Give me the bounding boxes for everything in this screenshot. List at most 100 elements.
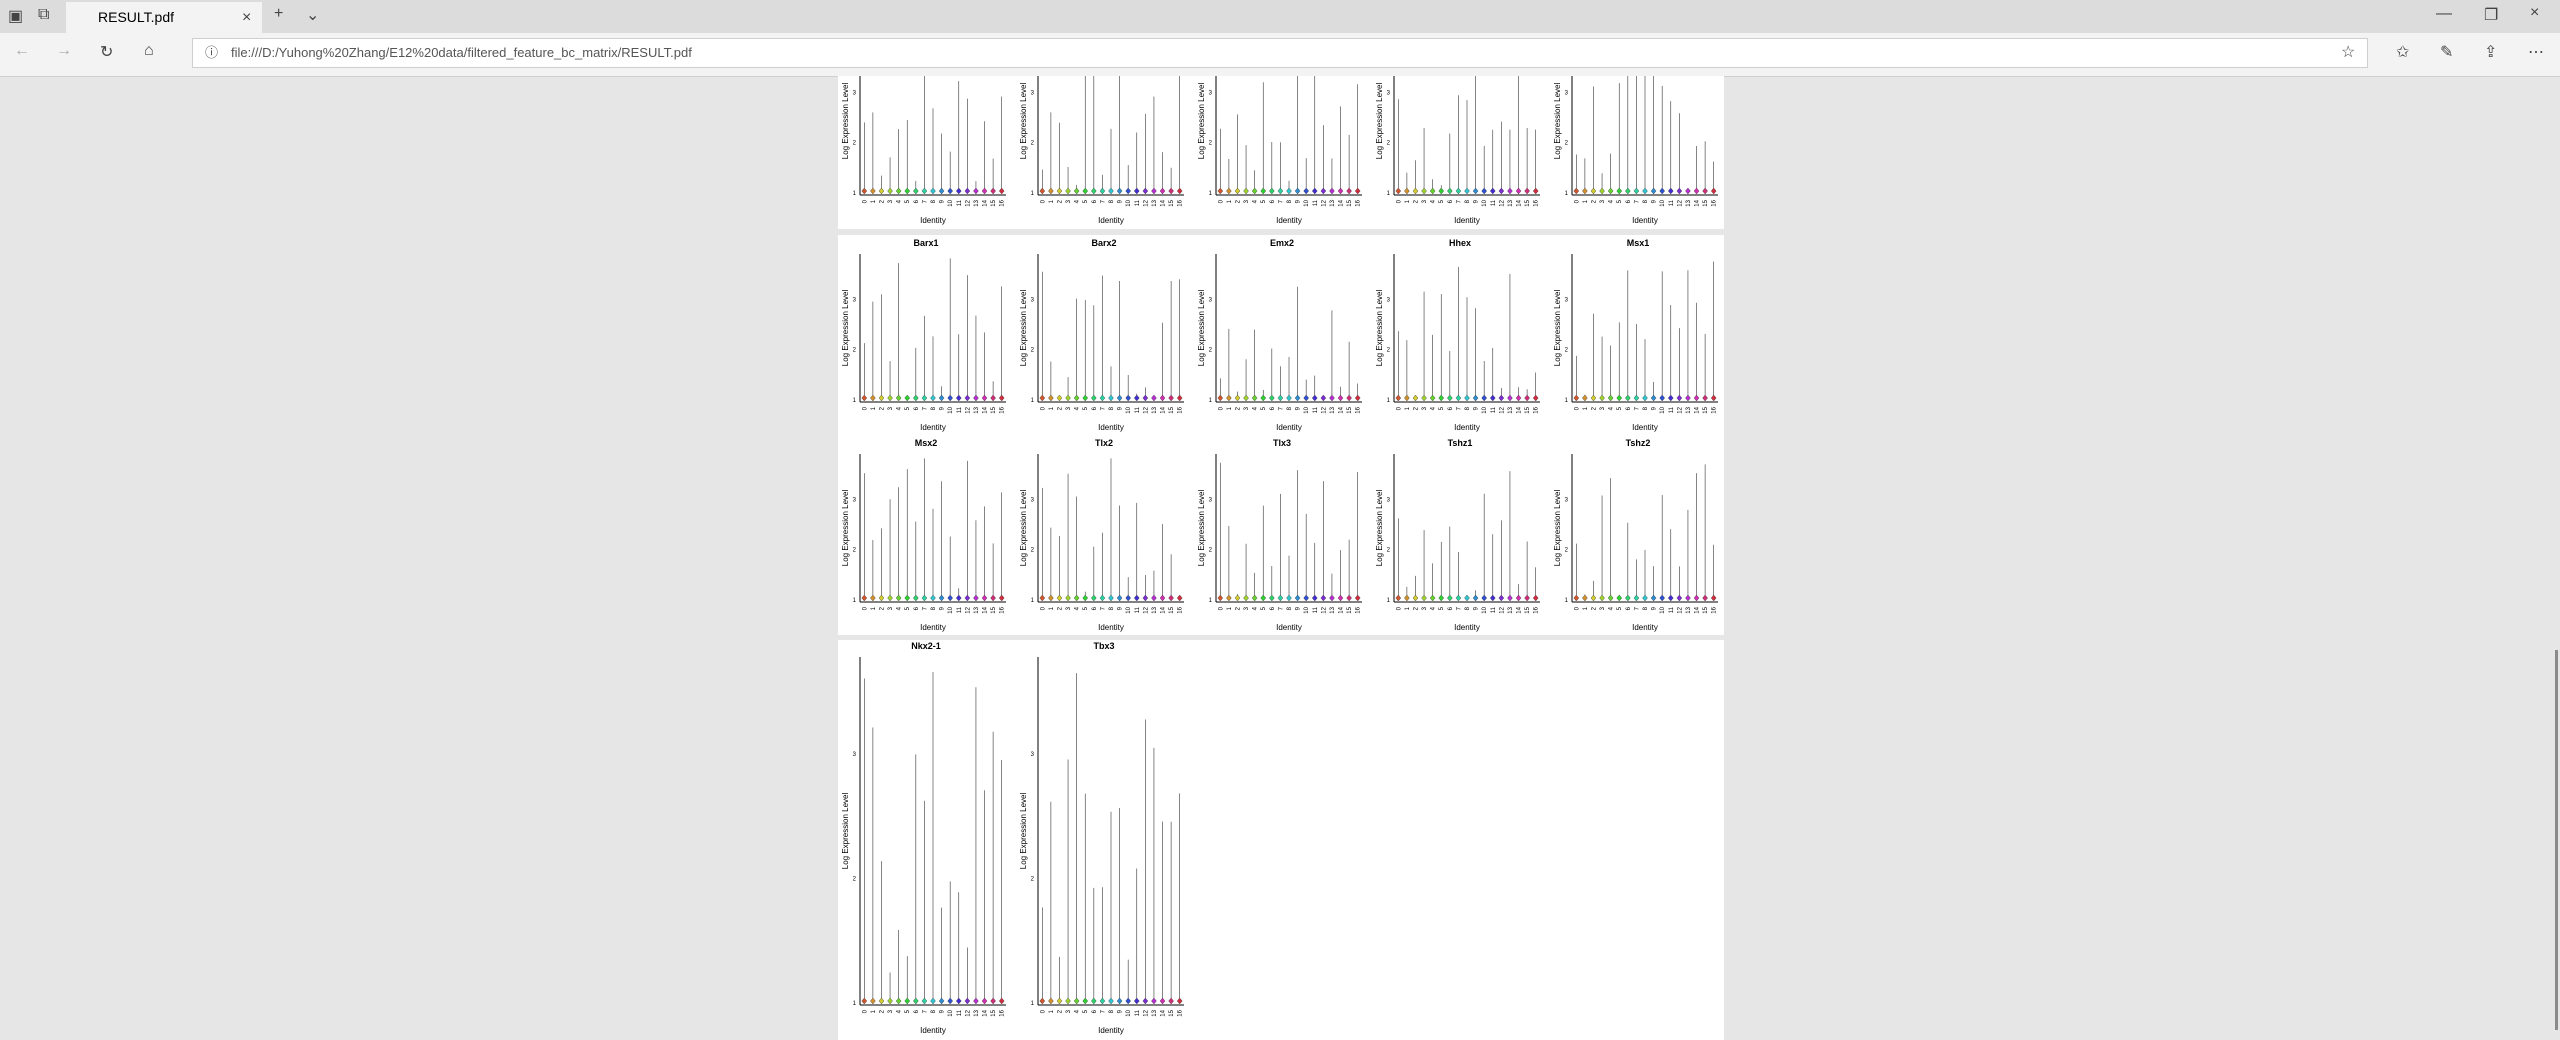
violin-base (861, 187, 868, 195)
x-tick-label: 7 (922, 199, 928, 203)
favorites[interactable]: ✩ (2396, 44, 2410, 61)
x-axis-label: Identity (1276, 423, 1302, 432)
y-tick-label: 1 (1565, 191, 1569, 197)
violin-base (913, 394, 919, 402)
x-tick-label: 3 (1066, 199, 1072, 203)
x-tick-label: 11 (957, 1009, 963, 1016)
new-tab[interactable]: + (274, 5, 284, 22)
notes[interactable]: ✎ (2440, 44, 2454, 61)
refresh[interactable]: ↻ (100, 44, 114, 61)
violin-base (921, 997, 928, 1005)
y-tick-label: 1 (1565, 398, 1569, 404)
x-tick-label: 4 (1253, 199, 1259, 203)
x-tick-label: 16 (1712, 606, 1718, 613)
x-tick-label: 3 (1244, 406, 1250, 410)
violin-base (1607, 187, 1614, 195)
restore[interactable]: ❐ (2484, 7, 2499, 24)
x-tick-label: 14 (983, 1009, 989, 1016)
scrollbar[interactable] (2555, 650, 2558, 1030)
x-tick-label: 0 (1574, 406, 1580, 410)
violin-base (1650, 594, 1657, 602)
violin-base (1260, 187, 1267, 195)
violin-base (1269, 394, 1275, 402)
y-tick-label: 1 (853, 398, 857, 404)
favorite[interactable]: ☆ (2341, 44, 2356, 61)
x-tick-label: 10 (1660, 199, 1666, 206)
tab[interactable]: RESULT.pdf × (66, 2, 262, 33)
x-tick-label: 14 (1695, 606, 1701, 613)
violin-base (1099, 997, 1106, 1005)
violin-base (1065, 594, 1071, 602)
panel-title: Tshz1 (1448, 438, 1473, 448)
violin-base (1702, 187, 1708, 195)
violin-base (1091, 394, 1097, 402)
violin-base (1447, 187, 1453, 195)
violin-base (1091, 187, 1097, 195)
violin-base (1667, 594, 1674, 602)
x-tick-label: 15 (1169, 199, 1175, 206)
x-tick-label: 7 (1100, 1009, 1106, 1013)
x-tick-label: 2 (1591, 606, 1597, 610)
close-tab[interactable]: × (242, 9, 252, 26)
minimize[interactable]: — (2436, 5, 2452, 22)
x-tick-label: 5 (1261, 406, 1267, 410)
violin-base (1073, 187, 1080, 195)
violin-base (1616, 594, 1623, 602)
back[interactable]: ← (14, 42, 30, 59)
pdf-page (838, 76, 1724, 229)
x-tick-label: 9 (1474, 606, 1480, 610)
x-tick-label: 6 (1092, 606, 1098, 610)
y-axis-label: Log Expression Level (1375, 290, 1384, 367)
violin-base (964, 394, 971, 402)
x-tick-label: 4 (1431, 199, 1437, 203)
x-tick-label: 10 (1304, 606, 1310, 613)
tab-preview[interactable]: ⧉ (38, 6, 50, 23)
tab-list[interactable]: ⌄ (306, 7, 320, 24)
violin-base (1412, 594, 1419, 602)
x-tick-label: 0 (1396, 606, 1402, 610)
x-tick-label: 9 (1652, 606, 1658, 610)
x-tick-label: 7 (1634, 199, 1640, 203)
violin-base (1429, 594, 1436, 602)
x-tick-label: 14 (1339, 199, 1345, 206)
violin-base (1176, 394, 1183, 402)
violin-base (1337, 187, 1344, 195)
x-tick-label: 15 (1347, 199, 1353, 206)
x-axis-label: Identity (1454, 216, 1480, 225)
violin-base (938, 594, 945, 602)
violin-base (1447, 594, 1453, 602)
x-tick-label: 6 (1092, 406, 1098, 410)
violin-base (956, 394, 962, 402)
x-tick-label: 10 (1304, 406, 1310, 413)
y-tick-label: 3 (1387, 497, 1391, 503)
violin-base (1159, 997, 1166, 1005)
x-tick-label: 8 (1109, 406, 1115, 410)
x-tick-label: 3 (1422, 199, 1428, 203)
violin-base (1056, 594, 1063, 602)
x-tick-label: 13 (1686, 606, 1692, 613)
violin-base (1176, 594, 1183, 602)
violin-base (1573, 187, 1580, 195)
y-tick-label: 1 (853, 1001, 857, 1007)
share[interactable]: ⇪ (2484, 44, 2498, 61)
violin-base (1590, 394, 1597, 402)
violin-base (1329, 187, 1335, 195)
tab-actions[interactable]: ▣ (8, 8, 24, 25)
violin-base (1607, 594, 1614, 602)
home[interactable]: ⌂ (144, 42, 154, 59)
x-tick-label: 4 (1075, 199, 1081, 203)
y-tick-label: 2 (853, 877, 857, 883)
more[interactable]: ⋯ (2528, 44, 2544, 61)
forward[interactable]: → (56, 42, 72, 59)
violin-base (1633, 187, 1640, 195)
address-bar[interactable]: ⓘ file:///D:/Yuhong%20Zhang/E12%20data/f… (192, 38, 2368, 68)
violin-base (1099, 187, 1106, 195)
x-tick-label: 9 (1118, 1009, 1124, 1013)
x-tick-label: 6 (1626, 406, 1632, 410)
x-tick-label: 8 (1287, 406, 1293, 410)
violin-base (938, 187, 945, 195)
close-window[interactable]: × (2530, 4, 2540, 21)
x-tick-label: 4 (1253, 606, 1259, 610)
x-tick-label: 9 (1296, 606, 1302, 610)
x-tick-label: 4 (1609, 406, 1615, 410)
